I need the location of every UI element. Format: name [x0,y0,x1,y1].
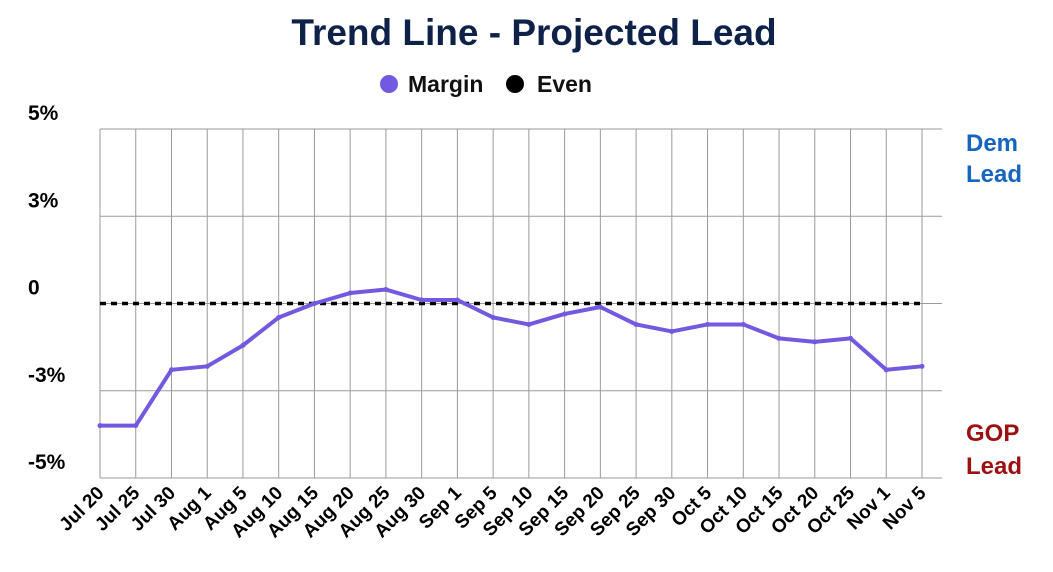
margin-line [98,287,924,428]
margin-data-point [633,321,639,327]
margin-data-point [347,290,353,296]
margin-data-point [419,297,425,303]
y-tick-label: 3% [28,189,59,212]
y-tick-label: -5% [28,451,66,474]
dem-lead-line2: Lead [966,161,1022,188]
margin-data-point [97,423,103,429]
margin-data-point [490,314,496,320]
y-tick-label: -3% [28,364,66,387]
margin-data-point [454,297,460,303]
dem-lead-annotation: Dem Lead [966,130,1022,188]
margin-data-point [669,328,675,334]
gop-lead-line1: GOP [966,420,1019,447]
margin-data-point [776,335,782,341]
margin-data-point [168,367,174,373]
margin-data-point [276,314,282,320]
margin-data-point [240,342,246,348]
gop-lead-annotation: GOP Lead [966,420,1022,480]
margin-data-point [562,311,568,317]
margin-data-point [526,321,532,327]
margin-data-point [383,287,389,293]
legend-margin-label: Margin [408,71,483,97]
y-axis-ticks: 5% 3% 0 -3% -5% [28,102,66,474]
margin-data-point [705,321,711,327]
legend-even-label: Even [537,71,592,97]
dem-lead-line1: Dem [966,130,1018,157]
margin-data-point [848,335,854,341]
margin-data-point [204,363,210,369]
legend-even-marker [506,75,524,93]
margin-data-point [740,321,746,327]
chart-title: Trend Line - Projected Lead [291,12,776,53]
legend: Margin Even [380,71,592,97]
margin-data-point [133,423,139,429]
margin-data-point [883,367,889,373]
margin-data-point [919,363,925,369]
y-tick-label: 0 [28,277,40,300]
legend-margin-marker [380,75,398,93]
margin-data-point [597,304,603,310]
margin-data-point [812,339,818,345]
series-margin [97,287,925,429]
gop-lead-line2: Lead [966,453,1022,480]
y-tick-label: 5% [28,102,59,125]
margin-data-point [311,301,317,306]
